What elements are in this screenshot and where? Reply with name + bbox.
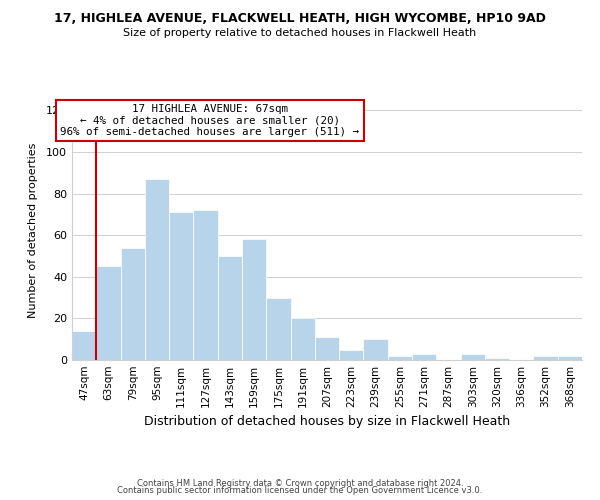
Text: 17, HIGHLEA AVENUE, FLACKWELL HEATH, HIGH WYCOMBE, HP10 9AD: 17, HIGHLEA AVENUE, FLACKWELL HEATH, HIG… <box>54 12 546 26</box>
Bar <box>242 240 266 360</box>
Text: Size of property relative to detached houses in Flackwell Heath: Size of property relative to detached ho… <box>124 28 476 38</box>
Bar <box>315 337 339 360</box>
Bar <box>145 179 169 360</box>
Bar <box>72 331 96 360</box>
Bar <box>121 248 145 360</box>
Bar <box>96 266 121 360</box>
Bar <box>558 356 582 360</box>
Bar <box>218 256 242 360</box>
Bar <box>388 356 412 360</box>
Bar <box>485 358 509 360</box>
Text: 17 HIGHLEA AVENUE: 67sqm
← 4% of detached houses are smaller (20)
96% of semi-de: 17 HIGHLEA AVENUE: 67sqm ← 4% of detache… <box>60 104 359 137</box>
Bar <box>533 356 558 360</box>
Bar <box>461 354 485 360</box>
Text: Contains HM Land Registry data © Crown copyright and database right 2024.: Contains HM Land Registry data © Crown c… <box>137 478 463 488</box>
Bar <box>169 212 193 360</box>
Bar <box>339 350 364 360</box>
Bar <box>266 298 290 360</box>
Bar <box>364 339 388 360</box>
Text: Contains public sector information licensed under the Open Government Licence v3: Contains public sector information licen… <box>118 486 482 495</box>
X-axis label: Distribution of detached houses by size in Flackwell Heath: Distribution of detached houses by size … <box>144 416 510 428</box>
Y-axis label: Number of detached properties: Number of detached properties <box>28 142 38 318</box>
Bar <box>290 318 315 360</box>
Bar <box>193 210 218 360</box>
Bar <box>412 354 436 360</box>
